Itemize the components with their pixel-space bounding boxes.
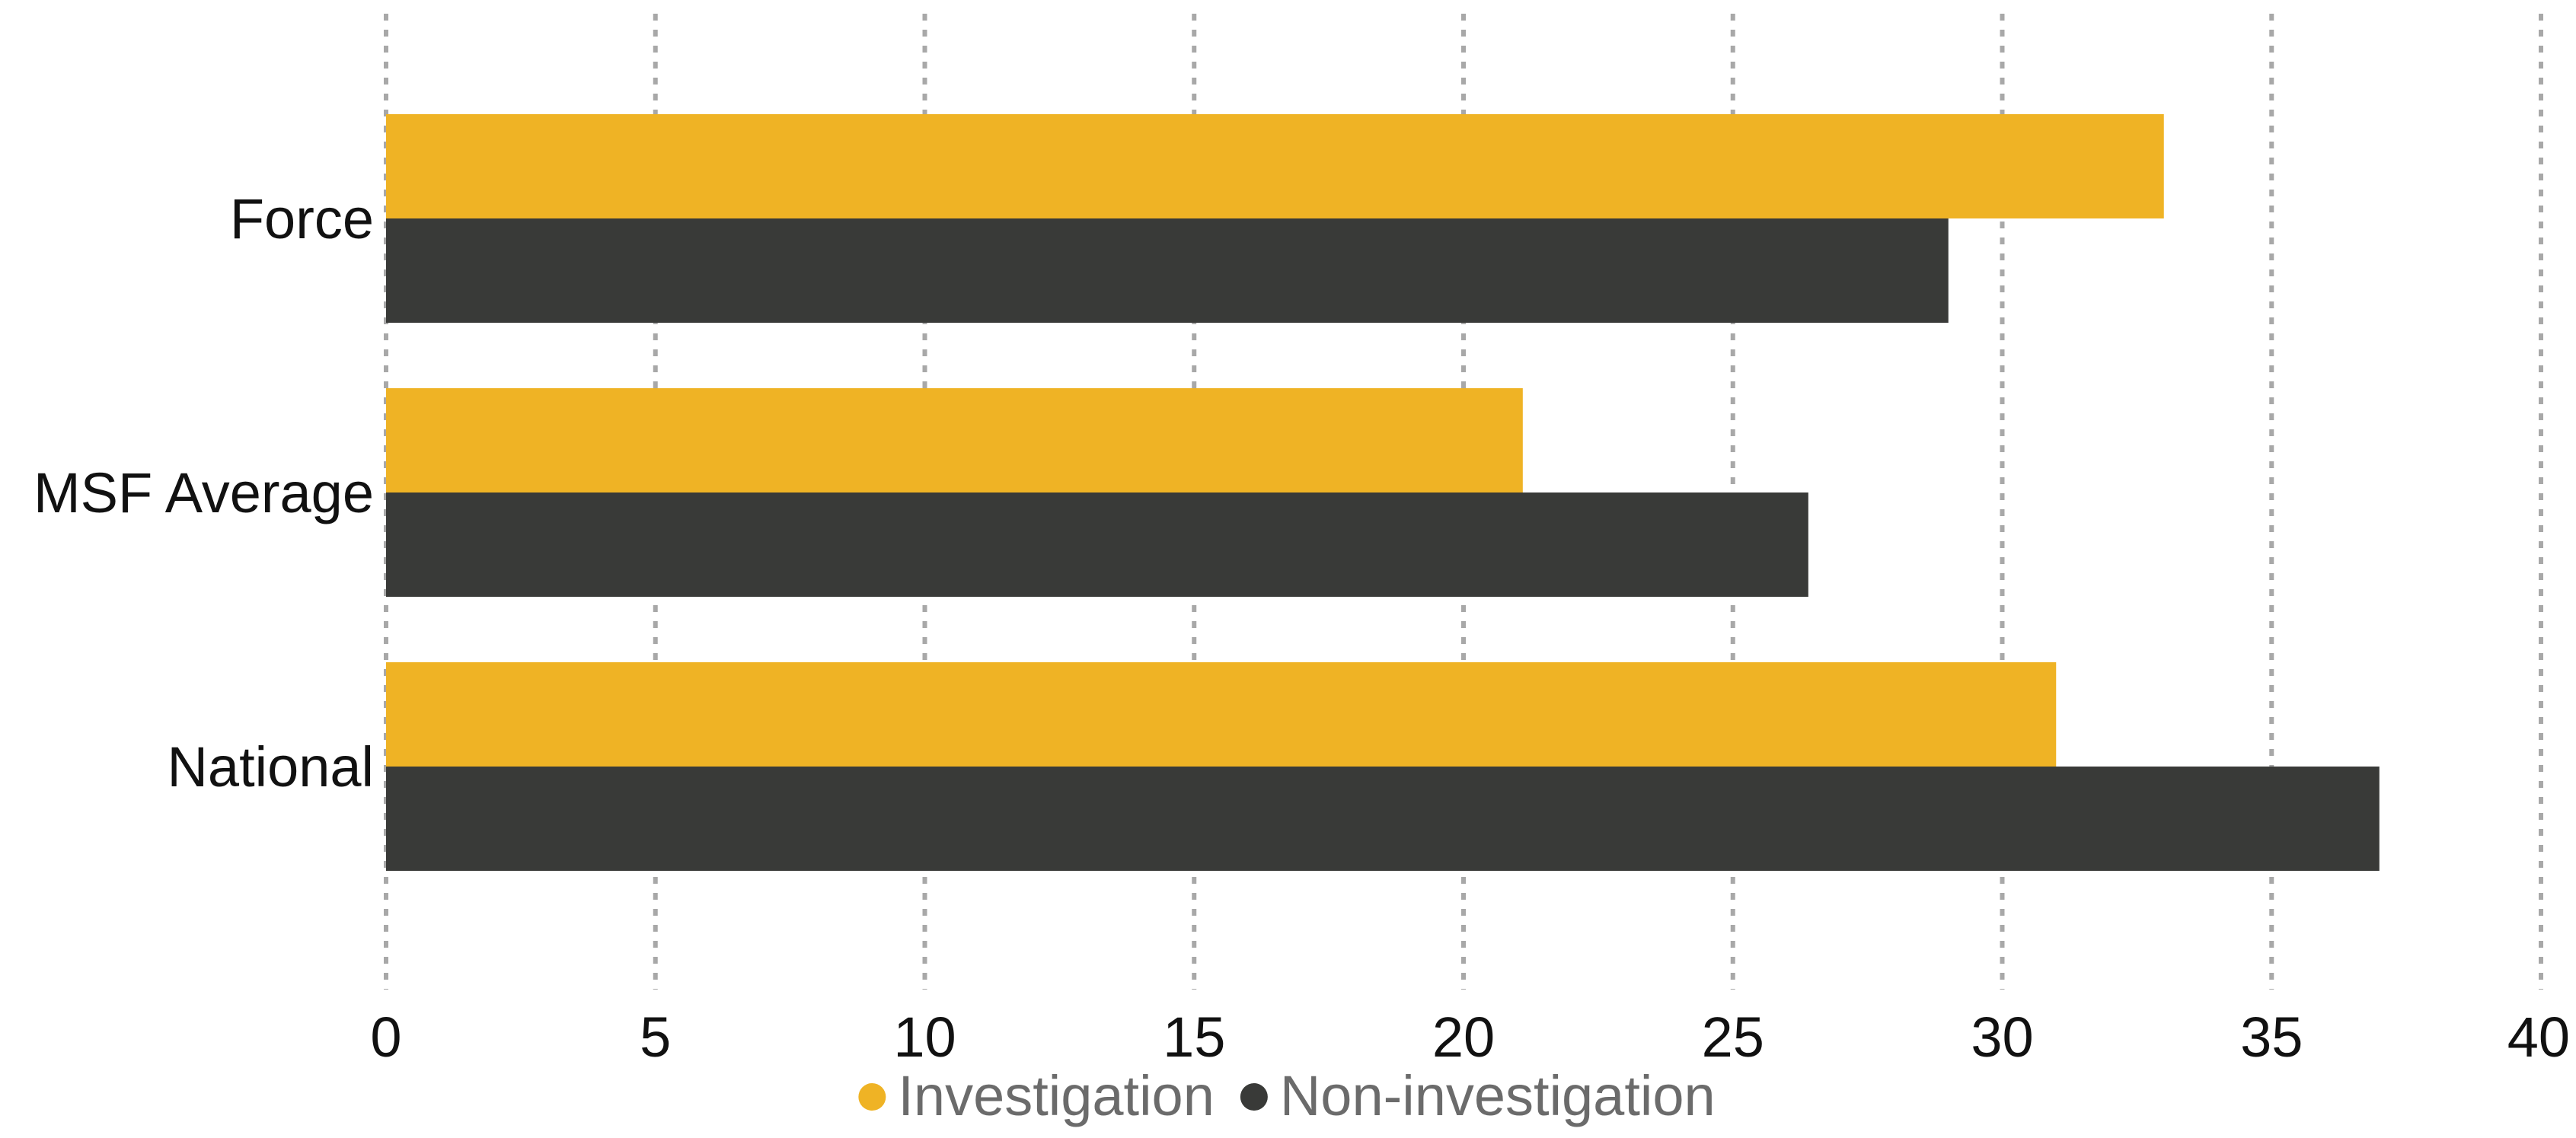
category-label: MSF Average [34, 461, 374, 524]
x-tick-label: 15 [1163, 1006, 1225, 1069]
legend-label: Investigation [898, 1064, 1215, 1127]
x-tick-label: 25 [1702, 1006, 1764, 1069]
bars [386, 114, 2380, 871]
bar-investigation-force [386, 114, 2164, 218]
legend-label: Non-investigation [1280, 1064, 1716, 1127]
legend-marker-0 [858, 1083, 886, 1111]
x-tick-label: 35 [2240, 1006, 2303, 1069]
x-tick-label: 0 [370, 1006, 401, 1069]
category-labels: Force MSF Average National [34, 187, 374, 799]
bar-investigation-national [386, 662, 2057, 767]
category-label: National [167, 735, 374, 799]
category-label: Force [230, 187, 374, 250]
x-tick-label: 40 [2507, 1006, 2570, 1069]
bar-non-investigation-force [386, 218, 1949, 323]
x-tick-label: 10 [893, 1006, 956, 1069]
legend-marker-1 [1240, 1083, 1268, 1111]
bar-non-investigation-msf-average [386, 492, 1808, 597]
bar-non-investigation-national [386, 767, 2380, 871]
x-tick-label: 30 [1971, 1006, 2033, 1069]
x-axis-tick-labels: 0 5 10 15 20 25 30 35 40 [370, 1006, 2570, 1069]
legend: Investigation Non-investigation [858, 1064, 1716, 1127]
x-tick-label: 5 [640, 1006, 671, 1069]
x-tick-label: 20 [1432, 1006, 1495, 1069]
bar-investigation-msf-average [386, 388, 1523, 492]
